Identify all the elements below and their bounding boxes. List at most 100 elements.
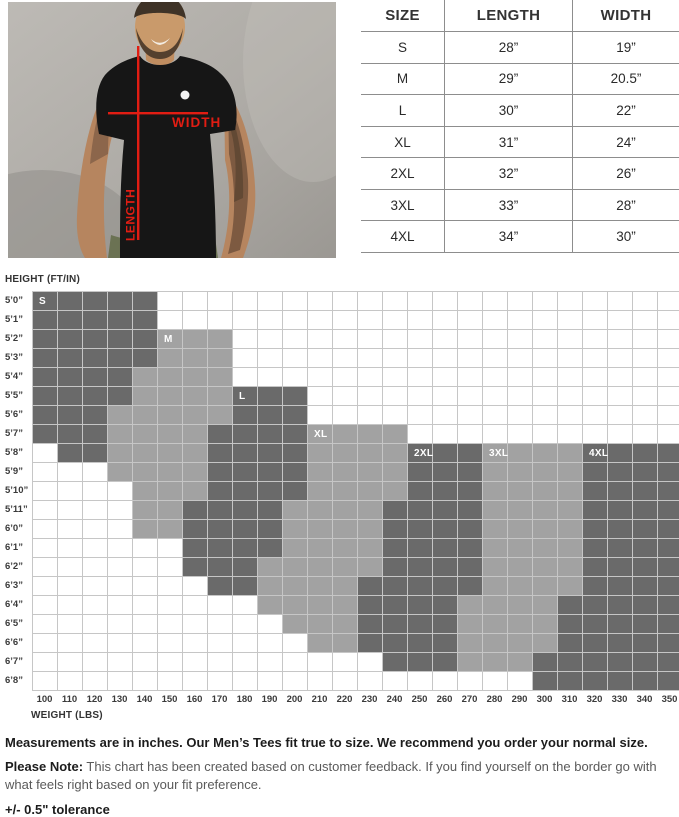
fit-cell	[433, 520, 458, 539]
fit-cell	[608, 387, 633, 406]
please-note-body: This chart has been created based on cus…	[5, 759, 657, 793]
fit-cell	[483, 634, 508, 653]
fit-cell	[283, 349, 308, 368]
fit-cell	[208, 292, 233, 311]
size-table-cell: 29”	[445, 63, 573, 95]
fit-cell	[308, 406, 333, 425]
weight-tick: 320	[586, 694, 603, 705]
fit-cell	[183, 672, 208, 691]
fit-cell	[558, 444, 583, 463]
fit-cell	[58, 577, 83, 596]
length-line	[137, 46, 140, 240]
weight-tick: 250	[411, 694, 428, 705]
fit-cell	[658, 539, 679, 558]
weight-tick: 340	[636, 694, 653, 705]
fit-cell	[233, 330, 258, 349]
fit-cell	[583, 311, 608, 330]
fit-cell	[158, 615, 183, 634]
fit-cell	[433, 596, 458, 615]
fit-cell	[33, 463, 58, 482]
size-table-cell: XL	[361, 126, 445, 158]
fit-cell	[183, 558, 208, 577]
fit-cell	[558, 292, 583, 311]
fit-cell	[233, 387, 258, 406]
size-table-row: 2XL 32” 26”	[361, 158, 679, 190]
fit-cell	[658, 368, 679, 387]
fit-cell	[108, 672, 133, 691]
fit-cell	[158, 330, 183, 349]
fit-cell	[383, 653, 408, 672]
fit-cell	[558, 672, 583, 691]
fit-cell	[183, 406, 208, 425]
fit-cell	[83, 596, 108, 615]
fit-cell	[408, 444, 433, 463]
height-tick: 5’3”	[5, 352, 23, 363]
fit-cell	[233, 406, 258, 425]
fit-cell	[133, 463, 158, 482]
fit-cell	[83, 558, 108, 577]
fit-cell	[183, 577, 208, 596]
fit-cell	[108, 615, 133, 634]
fit-cell	[633, 311, 658, 330]
fit-cell	[533, 539, 558, 558]
fit-cell	[283, 501, 308, 520]
fit-cell	[433, 368, 458, 387]
fit-cell	[233, 577, 258, 596]
fit-cell	[158, 311, 183, 330]
fit-cell	[458, 615, 483, 634]
fit-cell	[33, 292, 58, 311]
fit-cell	[433, 387, 458, 406]
fit-cell	[158, 577, 183, 596]
size-table-cell: 24”	[616, 134, 636, 150]
fit-cell	[583, 577, 608, 596]
size-table-header-cell: WIDTH	[600, 7, 652, 24]
fit-cell	[133, 672, 158, 691]
fit-cell	[283, 558, 308, 577]
fit-cell	[283, 292, 308, 311]
fit-cell	[233, 444, 258, 463]
fit-cell	[458, 634, 483, 653]
weight-tick: 140	[136, 694, 153, 705]
fit-cell	[58, 558, 83, 577]
fit-cell	[233, 501, 258, 520]
fit-cell	[458, 539, 483, 558]
size-table-cell: 33”	[445, 189, 573, 221]
fit-cell	[608, 368, 633, 387]
fit-cell	[133, 577, 158, 596]
fit-cell	[208, 425, 233, 444]
fit-cell	[333, 520, 358, 539]
size-table-row: S 28” 19”	[361, 32, 679, 64]
fit-cell	[233, 520, 258, 539]
fit-cell	[308, 577, 333, 596]
fit-cell	[508, 501, 533, 520]
fit-chart-grid: S M L XL 2XL 3XL 4XL	[32, 291, 679, 691]
fit-cell	[108, 634, 133, 653]
fit-cell	[508, 368, 533, 387]
fit-cell	[608, 596, 633, 615]
fit-cell	[383, 539, 408, 558]
fit-cell	[608, 634, 633, 653]
fit-cell	[558, 596, 583, 615]
fit-cell	[258, 615, 283, 634]
fit-cell	[458, 520, 483, 539]
fit-cell	[308, 558, 333, 577]
fit-cell	[433, 558, 458, 577]
fit-cell	[533, 672, 558, 691]
fit-cell	[283, 387, 308, 406]
fit-cell	[508, 653, 533, 672]
fit-cell	[358, 349, 383, 368]
fit-cell	[458, 349, 483, 368]
fit-cell	[333, 330, 358, 349]
fit-cell	[183, 387, 208, 406]
fit-cell	[258, 368, 283, 387]
fit-cell	[633, 520, 658, 539]
fit-cell	[408, 653, 433, 672]
height-tick: 6’4”	[5, 599, 23, 610]
fit-cell	[433, 482, 458, 501]
fit-cell	[58, 406, 83, 425]
fit-cell	[458, 596, 483, 615]
fit-cell	[83, 520, 108, 539]
please-note-label: Please Note:	[5, 759, 84, 774]
fit-cell	[258, 349, 283, 368]
height-tick: 5’1”	[5, 314, 23, 325]
